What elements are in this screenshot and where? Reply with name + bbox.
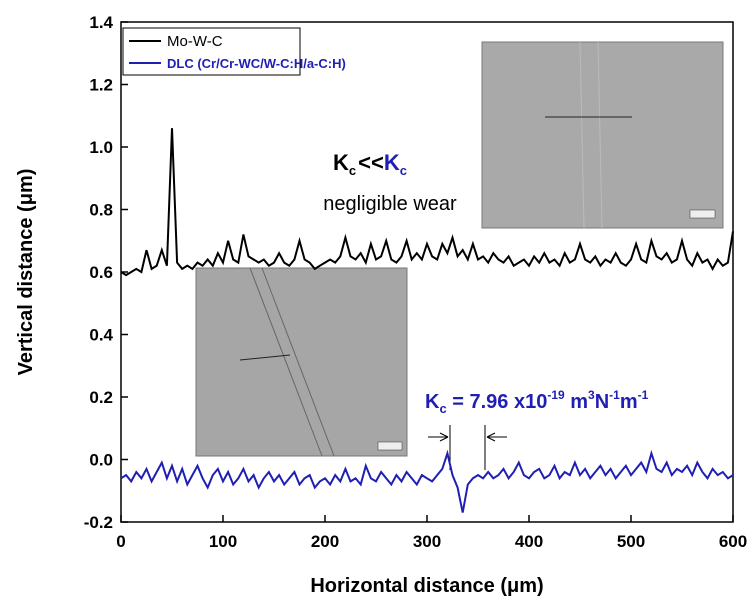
y-tick-label: 0.2 [89,388,113,407]
x-tick-label: 600 [719,532,747,551]
series-line [120,449,734,513]
arrow [486,432,507,442]
text: K [333,150,349,175]
inset-scale [377,441,403,451]
y-tick-label: 0.0 [89,451,113,470]
inset-image [481,41,724,229]
y-tick-label: -0.2 [84,513,113,532]
y-tick-label: 0.8 [89,201,113,220]
text: m [620,391,638,413]
text: K [425,391,440,413]
y-tick-label: 0.4 [89,326,113,345]
inset-detail [261,267,335,457]
arrow [428,432,449,442]
y-axis-title: Vertical distance (μm) [15,169,37,376]
inset-detail [597,41,603,229]
annotation-ratio: Kc<<Kc [333,150,407,178]
x-tick-label: 0 [116,532,125,551]
inset-detail [239,354,291,361]
text: -19 [547,388,565,402]
annotation-wear: negligible wear [323,193,457,215]
legend-label: DLC (Cr/Cr-WC/W-C:H/a-C:H) [167,56,346,71]
x-tick-label: 200 [311,532,339,551]
x-axis-title: Horizontal distance (μm) [310,575,543,597]
text: -1 [638,388,649,402]
series-line [120,128,734,277]
y-tick-label: 1.0 [89,138,113,157]
x-tick-label: 500 [617,532,645,551]
legend-label: Mo-W-C [167,33,223,50]
inset-detail [579,41,585,229]
y-tick-label: 1.4 [89,13,113,32]
x-tick-label: 400 [515,532,543,551]
legend-box [122,27,301,76]
y-tick-label: 1.2 [89,76,113,95]
inset-image [195,267,408,457]
inset-scale [689,209,716,219]
x-tick-label: 300 [413,532,441,551]
inset-detail [249,267,323,457]
text: 3 [588,388,595,402]
text: c [400,163,407,178]
text: N [595,391,609,413]
text: = 7.96 x10 [447,391,548,413]
text: c [349,163,356,178]
annotation-kc: Kc = 7.96 x10-19 m3N-1m-1 [425,388,649,416]
text: c [439,401,446,416]
text: << [358,150,384,175]
text: K [384,150,400,175]
x-tick-label: 100 [209,532,237,551]
text: -1 [609,388,620,402]
y-tick-label: 0.6 [89,263,113,282]
text: m [565,391,588,413]
